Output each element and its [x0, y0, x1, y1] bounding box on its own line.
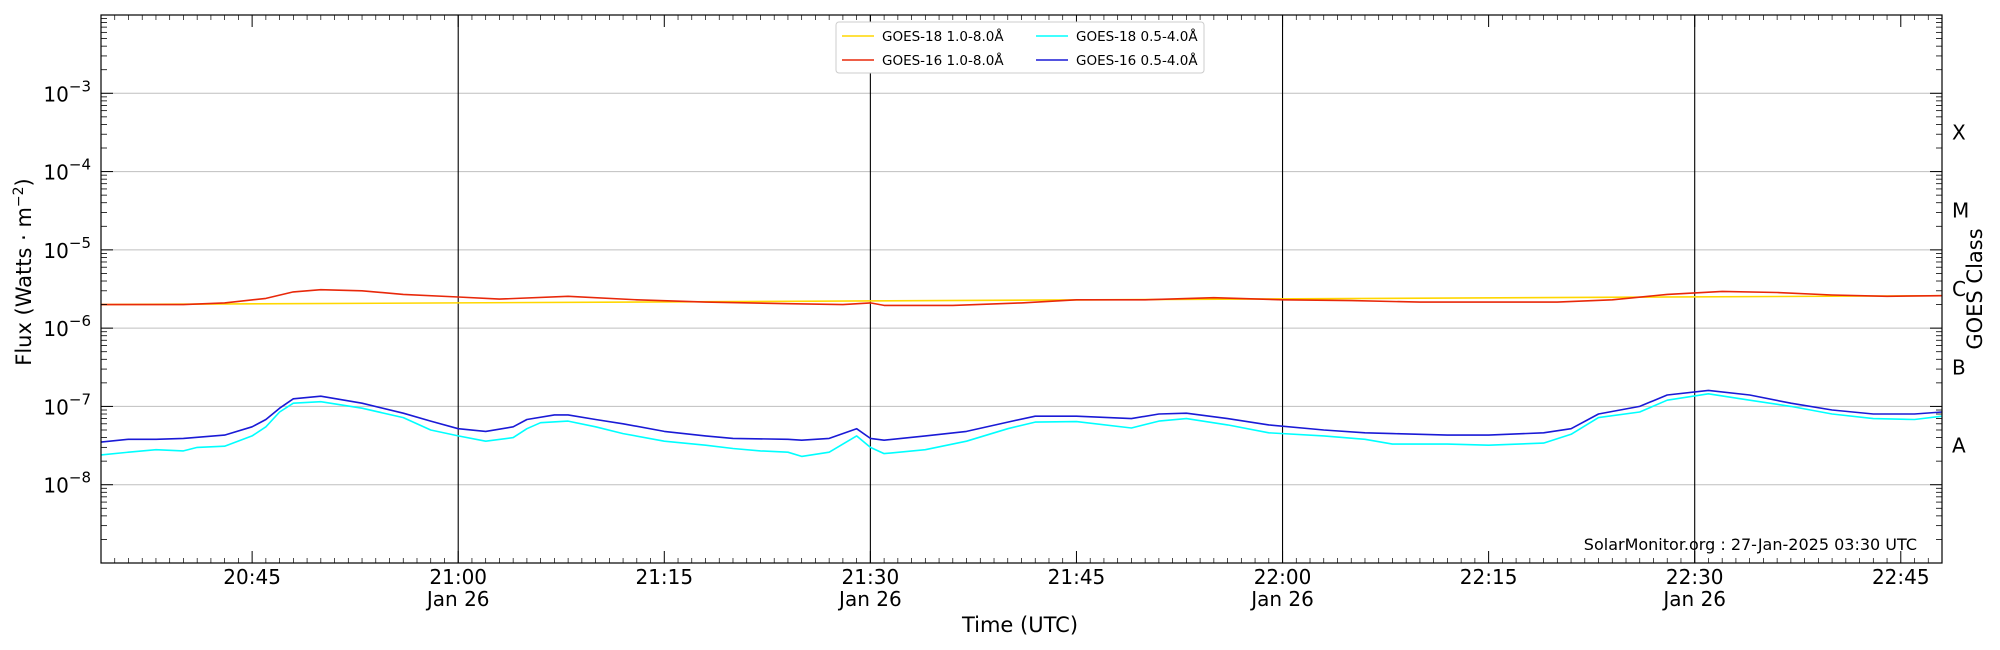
- y-tick-label-base: 10: [43, 395, 68, 419]
- goes-class-axis-label: GOES Class: [1963, 228, 1987, 349]
- x-tick-label: 21:45: [1048, 565, 1106, 589]
- vertical-lines-layer: [457, 15, 1696, 563]
- y-tick-label-exponent: −7: [69, 390, 91, 408]
- legend-label-goes16-short: GOES-16 0.5-4.0Å: [1076, 52, 1198, 69]
- x-tick-label: 20:45: [223, 565, 281, 589]
- credit-text: SolarMonitor.org : 27-Jan-2025 03:30 UTC: [1584, 535, 1917, 554]
- y-tick-label: 10−7: [43, 390, 91, 419]
- y-tick-label-base: 10: [43, 161, 68, 185]
- series-line: [101, 288, 1943, 307]
- y-tick-label-exponent: −6: [69, 312, 91, 330]
- x-tick-label: 22:15: [1460, 565, 1518, 589]
- goes-class-label: A: [1952, 434, 1966, 458]
- x-tick-label: 22:30: [1666, 565, 1724, 589]
- x-axis-label: Time (UTC): [961, 613, 1078, 637]
- legend-label-goes16-long: GOES-16 1.0-8.0Å: [882, 52, 1004, 69]
- y-tick-label-exponent: −3: [69, 77, 91, 95]
- y-tick-label-base: 10: [43, 82, 68, 106]
- y-axis-label-main: Flux (Watts · m: [12, 207, 36, 366]
- series-line: [100, 393, 1943, 458]
- goes-class-label: X: [1952, 120, 1966, 144]
- y-axis-label: Flux (Watts · m−2): [11, 178, 36, 366]
- legend-label-goes18-long: GOES-18 1.0-8.0Å: [882, 28, 1004, 45]
- x-tick-label: 22:00: [1254, 565, 1312, 589]
- y-axis-label-exponent: −2: [11, 186, 27, 207]
- y-tick-label-base: 10: [43, 474, 68, 498]
- y-tick-label: 10−5: [43, 234, 91, 263]
- y-tick-label-exponent: −4: [69, 156, 91, 174]
- x-tick-date-label: Jan 26: [1661, 587, 1726, 611]
- y-tick-label: 10−6: [43, 312, 91, 341]
- x-tick-date-label: Jan 26: [1249, 587, 1314, 611]
- goes-class-label: C: [1952, 277, 1966, 301]
- goes-class-label: B: [1952, 355, 1966, 379]
- y-tick-label: 10−3: [43, 77, 91, 106]
- legend: GOES-18 1.0-8.0Å GOES-16 1.0-8.0Å GOES-1…: [835, 21, 1205, 74]
- series-line: [100, 389, 1943, 443]
- x-tick-date-label: Jan 26: [425, 587, 490, 611]
- goes-class-label: M: [1952, 199, 1969, 223]
- y-tick-label-exponent: −5: [69, 234, 91, 252]
- x-tick-label: 21:00: [429, 565, 487, 589]
- legend-label-goes18-short: GOES-18 0.5-4.0Å: [1076, 28, 1198, 45]
- y-axis-label-close: ): [12, 178, 36, 186]
- x-tick-label: 21:30: [842, 565, 900, 589]
- series-layer: [100, 288, 1943, 458]
- y-tick-label-base: 10: [43, 239, 68, 263]
- grid-layer: [101, 92, 1942, 486]
- x-tick-label: 22:45: [1872, 565, 1930, 589]
- y-tick-label-base: 10: [43, 317, 68, 341]
- y-tick-label-exponent: −8: [69, 469, 91, 487]
- x-tick-date-label: Jan 26: [837, 587, 902, 611]
- legend-box: [835, 21, 1205, 74]
- y-tick-label: 10−4: [43, 156, 91, 185]
- x-tick-label: 21:15: [635, 565, 693, 589]
- y-tick-label: 10−8: [43, 469, 91, 498]
